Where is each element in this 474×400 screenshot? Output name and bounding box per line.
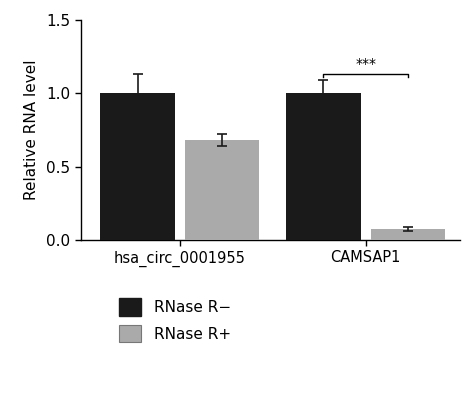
Text: ***: ***: [355, 57, 376, 71]
Bar: [371, 229, 445, 240]
Bar: [286, 93, 361, 240]
Bar: [185, 140, 259, 240]
Legend: RNase R−, RNase R+: RNase R−, RNase R+: [118, 298, 231, 342]
Y-axis label: Relative RNA level: Relative RNA level: [24, 60, 39, 200]
Bar: [100, 93, 175, 240]
